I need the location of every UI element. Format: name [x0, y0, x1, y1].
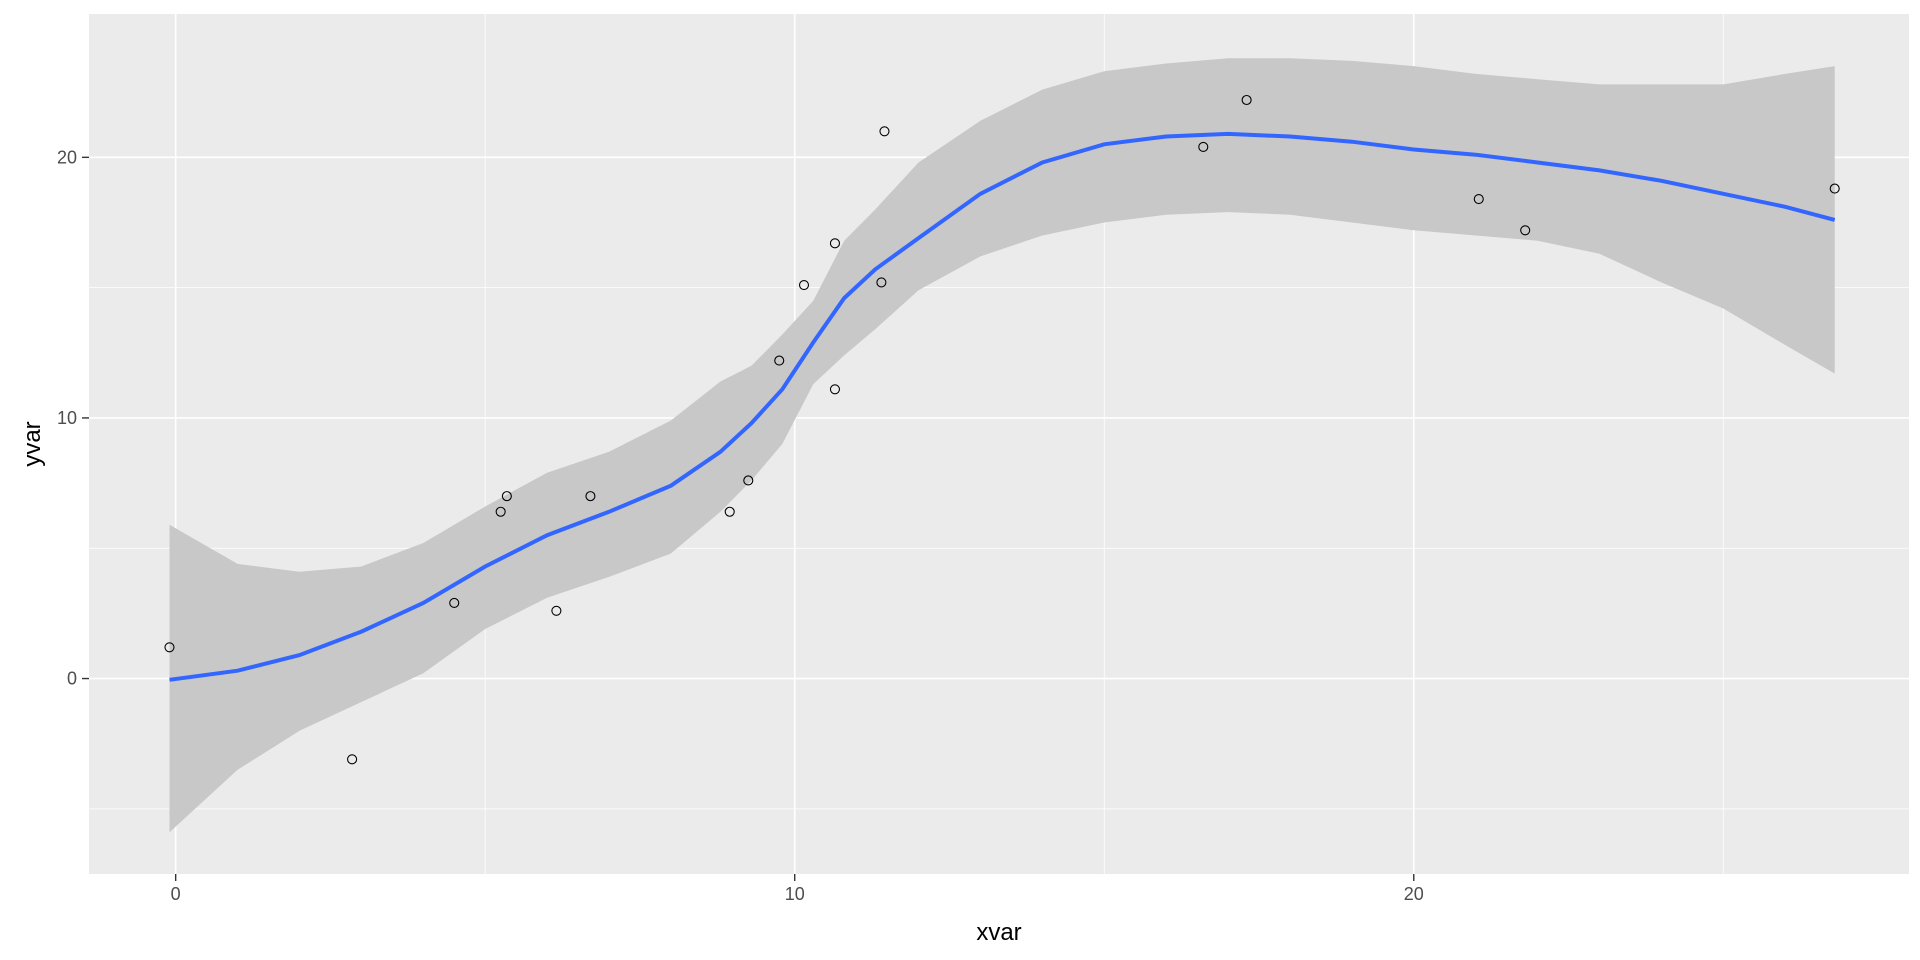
data-point — [1520, 225, 1531, 236]
x-axis: 0 10 20 — [171, 874, 1424, 904]
data-point — [164, 642, 175, 653]
data-point — [551, 605, 562, 616]
data-point — [774, 355, 785, 366]
x-tick-label: 0 — [171, 884, 181, 904]
data-point — [449, 597, 460, 609]
data-point — [585, 491, 596, 502]
data-point — [724, 506, 735, 517]
data-point — [1829, 183, 1840, 194]
smooth-line — [169, 131, 1836, 682]
data-point — [829, 238, 841, 249]
y-tick-label: 10 — [57, 408, 77, 428]
y-axis-title: yvar — [19, 421, 46, 466]
x-tick-label: 10 — [785, 884, 805, 904]
y-axis: 0 10 20 — [57, 147, 89, 689]
data-point — [1473, 193, 1484, 205]
y-tick-label: 0 — [67, 669, 77, 689]
data-point — [879, 126, 890, 137]
data-point — [876, 277, 887, 288]
data-point — [1198, 141, 1209, 152]
x-axis-title: xvar — [976, 919, 1021, 946]
confidence-ribbon — [169, 58, 1835, 833]
data-point — [743, 475, 754, 486]
data-points — [164, 94, 1840, 765]
data-point — [347, 754, 358, 765]
data-point — [495, 506, 506, 517]
data-point — [501, 491, 512, 502]
x-tick-label: 20 — [1404, 884, 1424, 904]
y-tick-label: 20 — [57, 147, 77, 167]
data-point — [829, 384, 841, 395]
data-point — [1241, 94, 1252, 106]
data-point — [798, 279, 810, 291]
